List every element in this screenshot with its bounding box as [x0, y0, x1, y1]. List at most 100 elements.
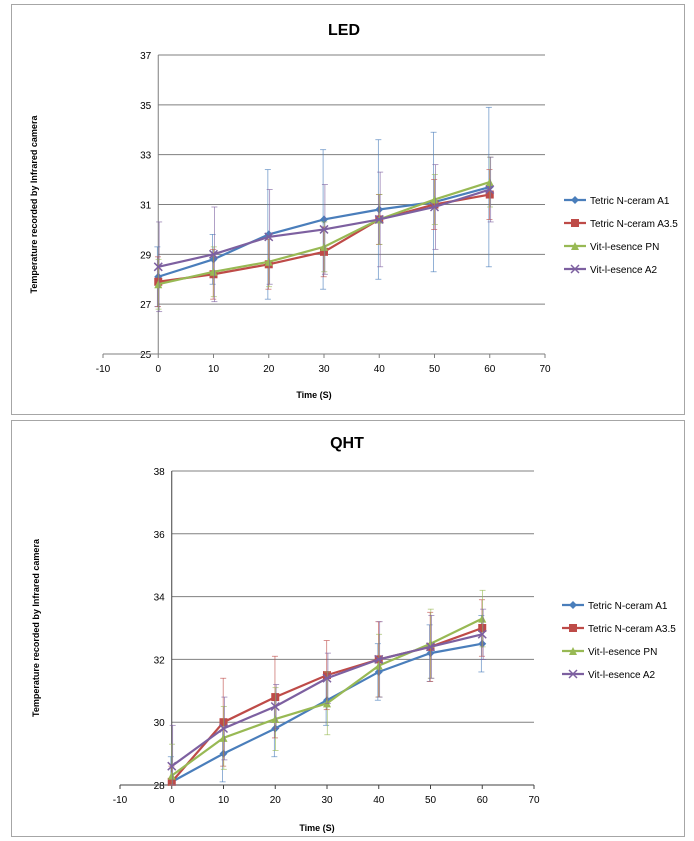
x-tick-label: 50 — [425, 795, 437, 806]
data-point — [477, 629, 487, 639]
x-tick-label: 60 — [477, 795, 489, 806]
legend-marker-stroke — [568, 669, 578, 679]
legend-item: Vit-l-esence A2 — [564, 264, 658, 276]
legend-label: Vit-l-esence A2 — [588, 670, 656, 681]
data-point-stroke — [153, 262, 163, 272]
series-vit-l-esence-a2 — [167, 608, 487, 786]
y-tick-label: 29 — [140, 250, 152, 261]
data-point — [374, 654, 384, 664]
chart-title: QHT — [330, 435, 364, 452]
y-tick-label: 37 — [140, 51, 152, 62]
legend-label: Vit-l-esence PN — [588, 647, 657, 658]
x-tick-label: 30 — [318, 364, 330, 375]
data-point — [374, 214, 384, 224]
series-vit-l-esence-pn — [167, 589, 487, 786]
data-point-stroke — [218, 723, 229, 734]
y-tick-label: 25 — [140, 350, 152, 361]
x-tick-label: 70 — [539, 364, 551, 375]
data-point — [374, 661, 383, 670]
data-point-stroke — [477, 629, 487, 639]
y-tick-label: 36 — [154, 530, 166, 541]
data-point — [208, 249, 219, 259]
legend-marker — [570, 264, 580, 274]
legend-marker — [568, 669, 578, 679]
data-point-stroke — [264, 232, 274, 242]
data-point-stroke — [374, 654, 384, 664]
data-point-stroke — [270, 701, 280, 712]
legend-label: Vit-l-esence A2 — [590, 265, 658, 276]
y-tick-label: 33 — [140, 151, 152, 162]
legend-label: Vit-l-esence PN — [590, 242, 659, 253]
x-tick-label: 40 — [374, 364, 386, 375]
y-tick-label: 31 — [140, 201, 152, 212]
data-point — [270, 701, 280, 712]
legend-marker — [569, 601, 577, 609]
legend-item: Tetric N-ceram A1 — [562, 601, 668, 612]
y-axis-label: Temperature recorded by Infrared camera — [31, 538, 41, 717]
series-vit-l-esence-pn — [154, 156, 494, 310]
y-tick-label: 34 — [154, 593, 166, 604]
legend-marker — [571, 196, 579, 204]
x-tick-label: 70 — [528, 795, 540, 806]
x-tick-label: 0 — [169, 795, 175, 806]
x-tick-label: 50 — [429, 364, 441, 375]
legend-item: Vit-l-esence PN — [562, 647, 657, 658]
legend-label: Tetric N-ceram A1 — [588, 601, 668, 612]
legend-label: Tetric N-ceram A3.5 — [588, 624, 676, 635]
y-tick-label: 30 — [154, 718, 166, 729]
data-point — [167, 761, 177, 771]
legend-marker — [571, 242, 579, 250]
data-point — [218, 723, 229, 734]
y-axis-label: Temperature recorded by Infrared camera — [29, 115, 39, 294]
data-point — [154, 280, 163, 289]
legend-marker — [571, 219, 579, 227]
data-point-stroke — [167, 761, 177, 771]
x-tick-label: 10 — [218, 795, 230, 806]
y-tick-label: 35 — [140, 101, 152, 112]
legend-label: Tetric N-ceram A3.5 — [590, 219, 678, 230]
x-tick-label: 20 — [263, 364, 275, 375]
legend-item: Tetric N-ceram A3.5 — [564, 219, 678, 230]
led-chart-panel: LED 25 27 29 31 33 35 37 -10 0 10 20 30 40 50 60 70 Time … — [11, 4, 685, 415]
x-tick-label: 0 — [155, 364, 161, 375]
legend-item: Vit-l-esence A2 — [562, 669, 656, 681]
chart-title: LED — [328, 22, 360, 39]
data-point — [425, 642, 436, 652]
x-axis-label: Time (S) — [299, 823, 334, 833]
x-tick-label: 40 — [373, 795, 385, 806]
data-point — [322, 673, 332, 683]
data-point — [320, 242, 328, 251]
data-point — [264, 257, 273, 266]
data-point — [271, 715, 280, 724]
qht-chart: QHT 28 30 32 34 36 38 -10 0 10 20 30 40 50 60 70 Time (S… — [31, 435, 676, 833]
x-tick-label: 60 — [484, 364, 496, 375]
qht-chart-panel: QHT 28 30 32 34 36 38 -10 0 10 20 30 40 50 60 70 Time (S… — [11, 420, 685, 837]
data-point — [485, 178, 494, 187]
data-point-stroke — [429, 202, 440, 212]
y-tick-label: 32 — [154, 655, 166, 666]
x-tick-label: 20 — [270, 795, 282, 806]
x-tick-label: -10 — [113, 795, 128, 806]
x-tick-label: 10 — [208, 364, 220, 375]
led-chart: LED 25 27 29 31 33 35 37 -10 0 10 20 30 40 50 60 70 Time … — [29, 22, 678, 400]
data-point — [429, 202, 440, 212]
data-point — [430, 195, 439, 204]
data-point — [153, 262, 163, 272]
data-point — [219, 733, 228, 742]
legend-marker — [569, 624, 577, 632]
data-point — [319, 224, 329, 234]
data-point-stroke — [425, 642, 436, 652]
legend-marker — [569, 647, 577, 655]
legend-item: Vit-l-esence PN — [564, 242, 659, 253]
legend-marker-stroke — [570, 264, 580, 274]
y-tick-label: 38 — [154, 467, 166, 478]
data-point-stroke — [319, 224, 329, 234]
data-point-stroke — [208, 249, 219, 259]
legend-item: Tetric N-ceram A1 — [564, 196, 670, 207]
data-point-stroke — [322, 673, 332, 683]
data-point — [485, 185, 495, 195]
y-tick-label: 28 — [154, 781, 166, 792]
x-tick-label: -10 — [96, 364, 111, 375]
x-axis-label: Time (S) — [296, 390, 331, 400]
series-vit-l-esence-a2 — [153, 156, 495, 313]
